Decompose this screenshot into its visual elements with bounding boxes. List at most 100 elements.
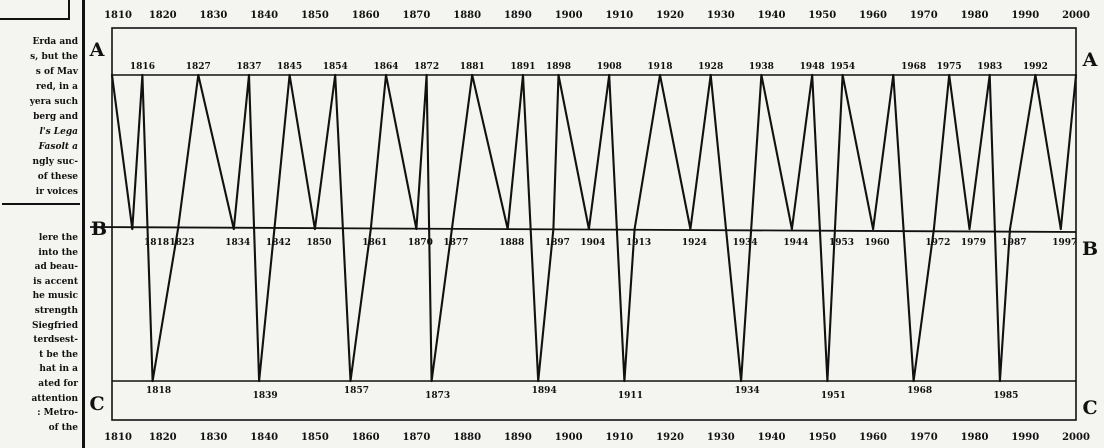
cycle-vertex-B <box>587 227 590 231</box>
x-tick-top: 1950 <box>808 10 836 21</box>
trough-label-C: 1968 <box>907 386 932 396</box>
cycle-vertex-B <box>313 227 316 231</box>
peak-label-A: 1837 <box>236 62 261 72</box>
sidebar-text-line: l's Lega <box>39 127 78 137</box>
trough-label-C: 1985 <box>993 391 1018 401</box>
cycle-vertex-A <box>811 73 814 77</box>
sidebar-text-line: red, in a <box>36 82 78 92</box>
sidebar-text-line: he music <box>32 291 78 302</box>
x-tick-top: 1850 <box>301 10 329 21</box>
peak-label-A: 1948 <box>800 62 825 72</box>
cycle-vertex-C <box>537 379 540 383</box>
trough-label-C: 1857 <box>344 386 369 396</box>
peak-label-A: 1938 <box>749 62 774 72</box>
cycle-vertex-A <box>247 73 251 77</box>
x-tick-bottom: 1930 <box>707 432 735 443</box>
sidebar-text-line: Erda and <box>32 37 78 47</box>
peak-label-A: 1854 <box>323 62 348 72</box>
x-tick-bottom: 1940 <box>758 432 786 443</box>
sidebar-text-line: terdsest- <box>33 335 78 346</box>
peak-label-A: 1968 <box>901 62 926 72</box>
peak-label-A: 1908 <box>597 62 622 72</box>
cycle-vertex-B <box>369 227 372 231</box>
x-tick-bottom: 1870 <box>402 432 430 443</box>
x-tick-top: 1930 <box>707 10 735 21</box>
trough-label-B: 1888 <box>499 238 524 248</box>
x-tick-bottom: 1840 <box>250 432 278 443</box>
x-tick-bottom: 1900 <box>555 432 583 443</box>
cycle-vertex-B <box>633 227 636 231</box>
x-tick-top: 1980 <box>961 10 989 21</box>
trough-label-C: 1839 <box>253 391 278 401</box>
peak-label-A: 1845 <box>277 62 302 72</box>
x-tick-top: 1890 <box>504 10 532 21</box>
sidebar-text-line: berg and <box>33 112 78 122</box>
sidebar-text-line: ngly suc- <box>32 157 78 167</box>
sidebar-text-line: into the <box>38 247 78 258</box>
trough-label-B: 1913 <box>626 238 651 248</box>
cycle-vertex-A <box>334 73 337 77</box>
trough-label-B: 1842 <box>266 238 291 248</box>
sidebar-text-line: hat in a <box>39 364 78 375</box>
trough-label-B: 1960 <box>865 238 890 248</box>
x-tick-top: 1820 <box>149 10 177 21</box>
sidebar-text-line: strength <box>34 306 78 316</box>
cycle-vertex-B <box>552 227 555 231</box>
peak-label-A: 1898 <box>546 62 571 72</box>
cycle-vertex-C <box>998 379 1002 383</box>
x-tick-bottom: 1860 <box>352 432 380 443</box>
column-divider <box>2 203 80 205</box>
row-label-A-right: A <box>1082 49 1098 71</box>
x-tick-top: 1990 <box>1011 10 1039 21</box>
peak-label-A: 1983 <box>977 62 1002 72</box>
peak-label-A: 1928 <box>698 62 723 72</box>
cycle-vertex-B <box>506 227 509 231</box>
article-column-fragment: Erda and s, but the s of Mav red, in a yera … <box>0 0 85 448</box>
row-label-B-right: B <box>1082 238 1098 260</box>
x-tick-top: 1920 <box>656 10 684 21</box>
peak-label-A: 1891 <box>510 62 535 72</box>
sidebar-text-line: Siegfried <box>32 320 78 331</box>
sidebar-text-line: lere the <box>38 233 78 243</box>
cycle-vertex-C <box>912 379 915 383</box>
x-tick-bottom: 1980 <box>961 432 989 443</box>
cycle-vertex-A <box>948 73 951 77</box>
cycle-vertex-B <box>1008 227 1012 231</box>
peak-label-A: 1872 <box>414 62 439 72</box>
x-tick-top: 1860 <box>352 10 380 21</box>
x-tick-bottom: 1970 <box>910 432 938 443</box>
cycle-vertex-A <box>288 73 291 77</box>
peak-label-A: 1954 <box>830 62 855 72</box>
x-tick-bottom: 1960 <box>859 432 887 443</box>
x-tick-top: 2000 <box>1062 10 1090 21</box>
cycle-vertex-B <box>872 227 875 231</box>
sidebar-text-line: of the <box>48 422 78 433</box>
x-tick-bottom: 2000 <box>1062 432 1090 443</box>
sidebar-text-line: Fasolt a <box>38 142 78 152</box>
peak-label-A: 1992 <box>1023 62 1048 72</box>
trough-label-B: 1818 <box>144 238 169 248</box>
cycle-vertex-C <box>430 379 433 383</box>
trough-label-B: 1850 <box>306 238 331 248</box>
x-tick-top: 1810 <box>104 10 132 21</box>
cycle-vertex-A <box>521 73 525 77</box>
sidebar-text-line: t be the <box>39 349 78 360</box>
x-tick-bottom: 1820 <box>149 432 177 443</box>
sidebar-text-line: is accent <box>33 276 78 287</box>
cycle-chart: A A B B C C 1810 1820 1830 1840 1850 1860 1870 1880 18… <box>89 10 1098 443</box>
row-label-C-left: C <box>89 393 104 415</box>
cycle-vertex-A <box>608 73 611 77</box>
cycle-vertex-A <box>709 73 712 77</box>
cycle-vertex-A <box>471 73 474 77</box>
x-tick-top: 1900 <box>555 10 583 21</box>
trough-label-C: 1818 <box>146 386 171 396</box>
peak-label-A: 1918 <box>647 62 672 72</box>
cycle-vertex-B <box>790 227 794 231</box>
sidebar-text-line: ir voices <box>35 187 78 197</box>
trough-label-B: 1834 <box>225 238 250 248</box>
cycle-vertex-A <box>384 73 388 77</box>
trough-label-B: 1987 <box>1002 238 1027 248</box>
trough-label-B: 1870 <box>408 238 433 248</box>
cycle-vertex-C <box>623 379 626 383</box>
chart-frame <box>111 27 1077 421</box>
